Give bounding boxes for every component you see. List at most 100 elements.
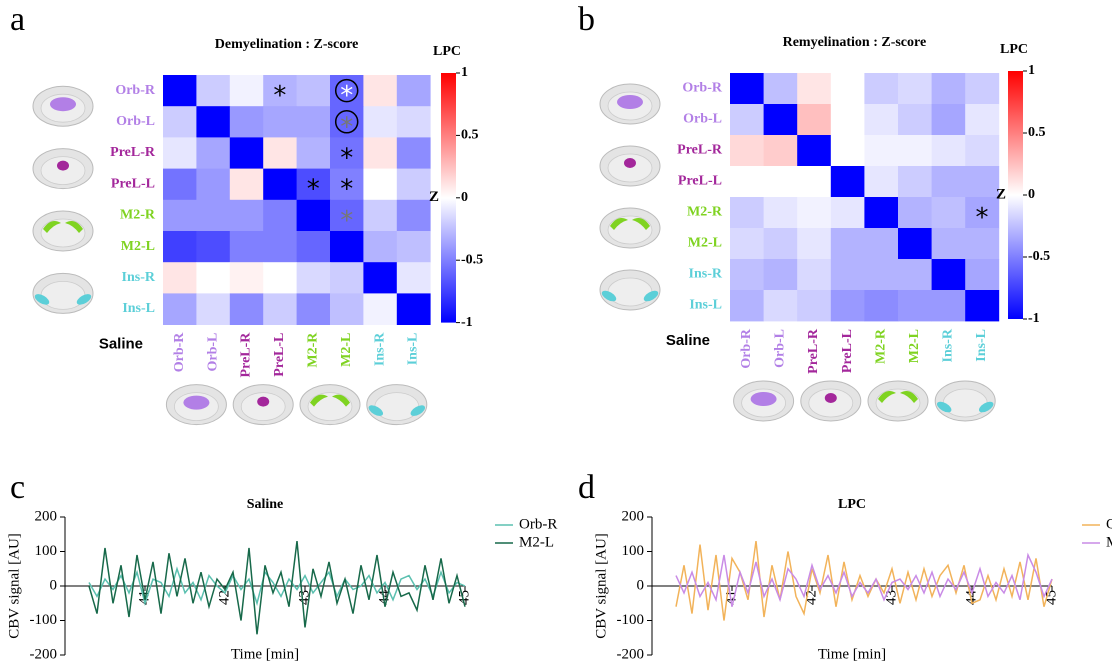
colorbar-tick-label: 1 (461, 65, 468, 80)
heatmap-cell (296, 106, 331, 138)
series-line (88, 566, 466, 606)
colorbar-tick-label: 0 (461, 190, 468, 205)
significance-marker: * (340, 81, 353, 111)
brain-inner (875, 388, 921, 418)
brain-region (936, 401, 952, 413)
legend-label: Orb-R (1106, 516, 1112, 532)
brain-region (610, 218, 628, 230)
brain-icon (299, 384, 361, 426)
heatmap-cell (864, 104, 899, 136)
heatmap-cell (263, 168, 297, 201)
heatmap-cell (229, 293, 264, 325)
y-tick-label: 100 (35, 543, 58, 559)
heatmap-cell (330, 199, 364, 232)
heatmap-cell (797, 104, 832, 136)
heatmap-cell (396, 106, 431, 138)
heatmap-cell (898, 104, 932, 136)
column-label: PreL-L (272, 333, 287, 377)
heatmap-cell (163, 199, 197, 232)
row-label: PreL-L (678, 174, 722, 189)
heatmap-cell (864, 73, 899, 105)
heatmap-cell (965, 228, 1000, 260)
x-axis-label: Time [min] (231, 646, 299, 662)
brain-region (643, 290, 659, 302)
column-label: Orb-L (773, 329, 788, 368)
heatmap-cell (931, 259, 966, 291)
heatmap-cell (163, 262, 197, 294)
brain-region (257, 396, 270, 407)
column-label: M2-L (339, 333, 354, 367)
y-axis-label: CBV signal [AU] (593, 533, 609, 639)
y-tick-label: -200 (617, 646, 645, 662)
heatmap-cell (363, 199, 398, 232)
row-label: M2-R (120, 208, 156, 223)
heatmap-cell (965, 197, 1000, 229)
row-label: Ins-R (122, 270, 156, 285)
colorbar-label: Z (429, 189, 439, 205)
heatmap-cell (763, 290, 798, 322)
heatmap-cell (196, 231, 231, 263)
chart-title: Remyelination : Z-score (783, 35, 927, 50)
heatmap-cell (730, 104, 764, 136)
heatmap-cell (330, 293, 364, 325)
brain-region (183, 395, 210, 410)
brain-region (601, 290, 617, 302)
heatmap-cell (363, 262, 398, 294)
heatmap-cell (263, 106, 297, 138)
heatmap-cell (196, 75, 231, 107)
heatmap-cell (296, 168, 331, 201)
heatmap-cell (363, 231, 398, 263)
brain-icon (32, 210, 94, 252)
brain-region (750, 392, 777, 406)
brain-region (410, 405, 426, 416)
heatmap-cell (330, 137, 364, 169)
heatmap-cell (296, 293, 331, 325)
chart-title: Demyelination : Z-score (215, 37, 359, 52)
heatmap-cell (396, 293, 431, 325)
heatmap-cell (229, 106, 264, 138)
heatmap-cell (898, 290, 932, 322)
brain-icon (599, 83, 661, 125)
row-label: M2-R (687, 205, 723, 220)
panel-label: a (10, 1, 25, 38)
heatmap-cell (965, 290, 1000, 322)
column-label: PreL-R (239, 332, 254, 378)
heatmap-cell (196, 293, 231, 325)
column-label: M2-L (907, 329, 922, 363)
colorbar-tick-label: 0.5 (1028, 125, 1046, 140)
heatmap-cell (965, 166, 1000, 198)
lower-label: Saline (666, 332, 710, 349)
y-tick-label: -100 (617, 612, 645, 628)
significance-marker: * (340, 144, 353, 174)
row-label: Orb-L (683, 112, 722, 127)
chart-title: Saline (247, 497, 284, 512)
brain-icon (32, 148, 94, 190)
brain-region (900, 391, 918, 403)
colorbar-tick-label: 0.5 (461, 128, 479, 143)
heatmap-cell (396, 199, 431, 232)
heatmap-cell (864, 197, 899, 229)
heatmap-cell (296, 231, 331, 263)
heatmap-cell (163, 137, 197, 169)
column-label: Orb-R (172, 332, 187, 373)
heatmap-cell (296, 199, 331, 232)
colorbar (1008, 71, 1023, 319)
brain-region (978, 401, 994, 413)
heatmap-cell (229, 199, 264, 232)
brain-icon (733, 380, 795, 422)
heatmap-cell (830, 197, 865, 229)
heatmap-cell (163, 293, 197, 325)
heatmap-cell (396, 137, 431, 169)
brain-region (76, 294, 92, 305)
heatmap-cell (730, 228, 764, 260)
brain-icon (366, 384, 428, 426)
brain-region (50, 97, 76, 112)
row-label: Ins-L (689, 298, 722, 313)
brain-region (57, 160, 69, 171)
row-label: PreL-R (110, 145, 156, 160)
upper-label: LPC (1000, 42, 1028, 57)
heatmap-cell (830, 73, 865, 105)
legend-label: M2-L (519, 534, 554, 550)
colorbar-label: Z (996, 186, 1006, 202)
panel-label: c (10, 469, 25, 506)
